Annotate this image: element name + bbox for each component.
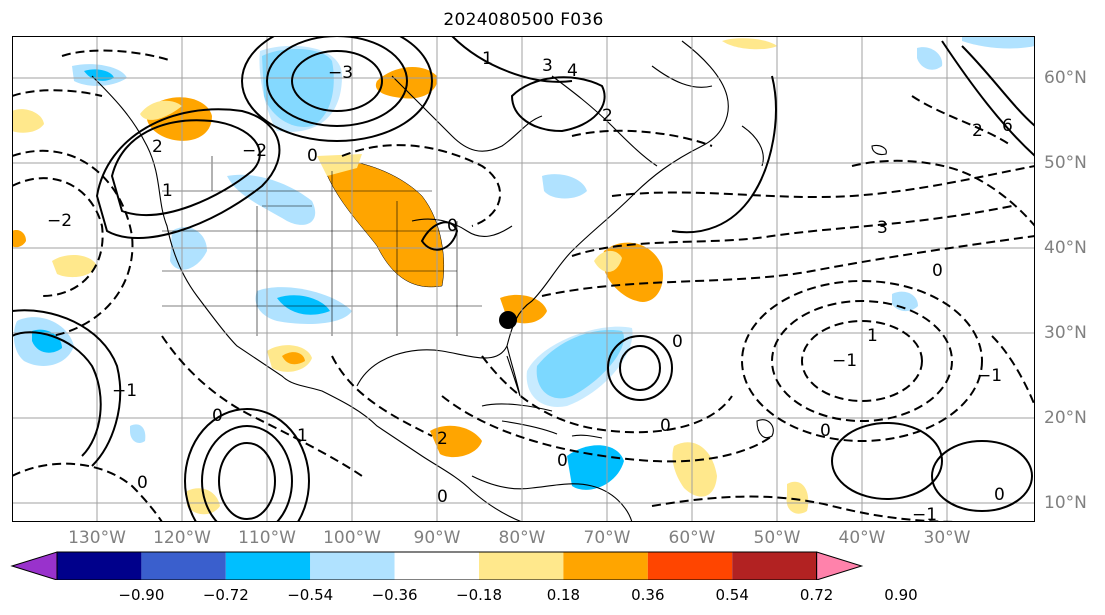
colorbar-segment — [479, 552, 564, 580]
longitude-label: 30°W — [923, 528, 971, 548]
latitude-label: 60°N — [1044, 68, 1087, 88]
colorbar-extend-low — [10, 551, 58, 580]
contour-labels: −3 2 −2 3 1 −1 0 1 0 0 0 0 0 0 −1 0 1 −2… — [47, 49, 1013, 522]
map-panel: −3 2 −2 3 1 −1 0 1 0 0 0 0 0 0 −1 0 1 −2… — [12, 36, 1035, 522]
colorbar-segment — [57, 552, 142, 580]
colorbar-segment — [394, 552, 479, 580]
colorbar-tick-label: −0.18 — [456, 586, 502, 604]
longitude-label: 90°W — [413, 528, 461, 548]
latitude-label: 10°N — [1044, 493, 1087, 513]
shaded-negative-areas — [13, 36, 1035, 490]
longitude-label: 130°W — [68, 528, 126, 548]
svg-text:0: 0 — [820, 421, 831, 441]
svg-text:0: 0 — [137, 473, 148, 493]
svg-text:0: 0 — [437, 487, 448, 507]
longitude-label: 50°W — [753, 528, 801, 548]
svg-text:−1: −1 — [977, 366, 1002, 386]
colorbar-tick-label: −0.72 — [202, 586, 249, 604]
longitude-label: 40°W — [838, 528, 886, 548]
svg-text:3: 3 — [877, 218, 888, 238]
svg-text:−3: −3 — [328, 63, 353, 83]
colorbar — [10, 551, 864, 580]
svg-text:3: 3 — [542, 56, 553, 76]
colorbar-frame — [56, 551, 818, 580]
colorbar-tick-label: −0.36 — [371, 586, 418, 604]
colorbar-segment — [647, 552, 733, 580]
svg-text:0: 0 — [212, 406, 223, 426]
svg-text:4: 4 — [567, 61, 578, 81]
latitude-label: 20°N — [1044, 408, 1087, 428]
colorbar-tick-label: −0.54 — [287, 586, 334, 604]
map-title: 2024080500 F036 — [443, 10, 604, 30]
colorbar-segment — [225, 552, 311, 580]
colorbar-extend-high — [816, 551, 864, 580]
longitude-label: 120°W — [153, 528, 211, 548]
colorbar-segment — [141, 552, 226, 580]
svg-text:0: 0 — [307, 146, 318, 166]
latitude-label: 40°N — [1044, 238, 1087, 258]
svg-text:0: 0 — [447, 216, 458, 236]
svg-text:−1: −1 — [832, 351, 857, 371]
svg-text:0: 0 — [932, 261, 943, 281]
shaded-positive-areas — [12, 38, 809, 515]
colorbar-tick-label: −0.90 — [118, 586, 165, 604]
svg-text:6: 6 — [1002, 116, 1013, 136]
svg-text:2: 2 — [152, 137, 163, 157]
latitude-label: 30°N — [1044, 323, 1087, 343]
svg-text:−2: −2 — [242, 141, 267, 161]
svg-text:0: 0 — [994, 485, 1005, 505]
colorbar-tick-label: 0.54 — [715, 586, 749, 604]
svg-text:1: 1 — [162, 181, 173, 201]
colorbar-tick-label: 0.90 — [884, 586, 918, 604]
svg-text:2: 2 — [602, 106, 613, 126]
svg-text:−2: −2 — [47, 211, 72, 231]
longitude-label: 80°W — [498, 528, 546, 548]
longitude-label: 60°W — [668, 528, 716, 548]
colorbar-segment — [732, 552, 817, 580]
colorbar-tick-label: 0.72 — [799, 586, 834, 604]
svg-text:−1: −1 — [912, 505, 937, 522]
dashed-contours — [12, 49, 1035, 522]
svg-text:1: 1 — [867, 326, 878, 346]
latitude-label: 50°N — [1044, 153, 1087, 173]
graticule — [12, 36, 1035, 522]
svg-text:1: 1 — [482, 49, 493, 69]
svg-text:1: 1 — [297, 426, 308, 446]
longitude-label: 100°W — [323, 528, 381, 548]
svg-text:−1: −1 — [112, 381, 137, 401]
colorbar-segment — [310, 552, 395, 580]
coastlines — [91, 40, 887, 522]
state-borders — [162, 156, 482, 336]
longitude-label: 110°W — [238, 528, 296, 548]
svg-text:0: 0 — [672, 332, 683, 352]
location-marker — [499, 311, 517, 329]
colorbar-segment — [563, 552, 648, 580]
svg-text:2: 2 — [437, 429, 448, 449]
colorbar-tick-label: 0.18 — [546, 586, 581, 604]
svg-text:2: 2 — [972, 121, 983, 141]
solid-contours — [12, 36, 1035, 522]
svg-text:0: 0 — [557, 451, 568, 471]
colorbar-tick-label: 0.36 — [631, 586, 665, 604]
longitude-label: 70°W — [583, 528, 631, 548]
svg-text:0: 0 — [660, 416, 671, 436]
